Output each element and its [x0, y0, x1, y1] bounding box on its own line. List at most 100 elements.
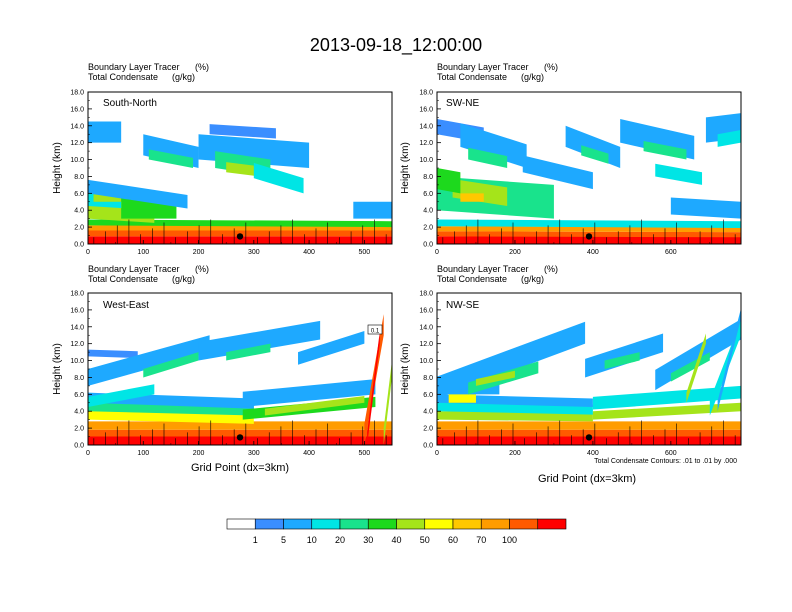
y-tick-label: 6.0: [74, 191, 84, 198]
location-marker: [585, 233, 593, 240]
y-tick-label: 18.0: [419, 291, 433, 298]
colorbar-box: [537, 518, 567, 530]
contour-label: 0.1: [371, 329, 380, 335]
tracer-band: [198, 320, 321, 361]
tracer-band: [253, 162, 304, 194]
x-tick-label: 500: [359, 249, 371, 256]
tracer-band: [353, 201, 392, 219]
x-tick-label: 200: [509, 249, 521, 256]
colorbar-label: 100: [502, 535, 517, 545]
colorbar-box: [339, 518, 369, 530]
y-tick-label: 10.0: [419, 157, 433, 164]
panel-title-left-line1: Boundary Layer Tracer: [437, 264, 529, 274]
x-tick-label: 300: [248, 249, 260, 256]
y-tick-label: 10.0: [70, 358, 84, 365]
contour-label-box: [367, 324, 383, 335]
colorbar-label: 40: [391, 535, 401, 545]
tracer-band: [604, 352, 640, 369]
y-tick-label: 6.0: [74, 392, 84, 399]
x-tick-label: 100: [137, 249, 149, 256]
tracer-band: [522, 155, 593, 190]
plot-frame: [87, 91, 393, 245]
footnote: Total Condensate Contours: .01 to .01 by…: [594, 458, 737, 465]
tracer-field: [88, 92, 392, 244]
tracer-band: [670, 197, 741, 219]
tracer-band: [437, 421, 741, 430]
panel-title-right-line1: (%): [544, 264, 558, 274]
colorbar-box: [480, 518, 510, 530]
colorbar-label: 1: [253, 535, 258, 545]
panel-south-north: Boundary Layer Tracer (%) Total Condensa…: [52, 62, 393, 256]
x-tick-label: 400: [303, 450, 315, 457]
y-tick-label: 8.0: [74, 375, 84, 382]
y-tick-label: 18.0: [419, 90, 433, 97]
panel-title-right-line2: (g/kg): [172, 274, 195, 284]
tracer-band: [717, 130, 741, 147]
tracer-band: [592, 385, 741, 410]
x-tick-label: 200: [193, 249, 205, 256]
tracer-band: [88, 179, 188, 209]
tracer-band: [264, 396, 365, 416]
y-axis-label: Height (km): [400, 142, 411, 194]
x-tick-label: 600: [665, 249, 677, 256]
axis-ticks: 0 100 200 300 400 500 0.0 2.0 4.0 6.0 8.0 10.0 12.0 1…: [70, 90, 393, 256]
y-tick-label: 12.0: [70, 140, 84, 147]
x-tick-label: 500: [359, 450, 371, 457]
panel-title-left-line1: Boundary Layer Tracer: [88, 62, 180, 72]
colorbar: 1 5 10 20 30 40 50 60 70 100: [226, 518, 567, 545]
panel-label: SW-NE: [446, 98, 479, 109]
x-tick-label: 600: [665, 450, 677, 457]
y-tick-label: 2.0: [423, 426, 433, 433]
tracer-band: [226, 343, 271, 361]
tracer-band: [460, 123, 527, 168]
y-tick-label: 14.0: [419, 324, 433, 331]
colorbar-label: 30: [363, 535, 373, 545]
tracer-field: [437, 293, 741, 445]
y-tick-label: 12.0: [419, 140, 433, 147]
y-tick-label: 4.0: [423, 208, 433, 215]
colorbar-box: [226, 518, 256, 530]
y-tick-label: 4.0: [74, 208, 84, 215]
plot-frame: [87, 292, 393, 446]
tracer-band: [437, 168, 461, 194]
panel-west-east: Boundary Layer Tracer (%) Total Condensa…: [52, 264, 393, 474]
y-tick-label: 12.0: [70, 341, 84, 348]
colorbar-box: [424, 518, 454, 530]
colorbar-box: [452, 518, 482, 530]
x-tick-label: 300: [248, 450, 260, 457]
panel-title-right-line1: (%): [195, 62, 209, 72]
tracer-band: [460, 193, 484, 202]
x-tick-label: 0: [86, 450, 90, 457]
panel-title-left-line1: Boundary Layer Tracer: [437, 62, 529, 72]
panel-sw-ne: Boundary Layer Tracer (%) Total Condensa…: [400, 62, 742, 256]
tracer-band: [383, 360, 392, 445]
y-tick-label: 14.0: [70, 324, 84, 331]
colorbar-label: 70: [476, 535, 486, 545]
x-axis-label: Grid Point (dx=3km): [538, 473, 636, 485]
panel-label: South-North: [103, 98, 157, 109]
colorbar-label: 60: [448, 535, 458, 545]
location-marker: [585, 434, 593, 441]
colorbar-label: 20: [335, 535, 345, 545]
tracer-band: [468, 147, 508, 168]
y-tick-label: 0.0: [423, 443, 433, 450]
tracer-band: [717, 308, 741, 412]
tracer-band: [367, 331, 380, 445]
y-axis-label: Height (km): [52, 343, 63, 395]
tracer-band: [643, 140, 687, 160]
x-tick-label: 0: [435, 450, 439, 457]
tracer-band: [242, 379, 376, 407]
colorbar-box: [254, 518, 284, 530]
y-tick-label: 18.0: [70, 90, 84, 97]
y-tick-label: 8.0: [74, 174, 84, 181]
panel-label: West-East: [103, 300, 149, 311]
y-axis-label: Height (km): [52, 142, 63, 194]
y-tick-label: 18.0: [70, 291, 84, 298]
axis-ticks: 0 100 200 300 400 500 0.0 2.0 4.0 6.0 8.0 10.0 12.0 1…: [70, 291, 393, 457]
x-axis-label: Grid Point (dx=3km): [191, 462, 289, 474]
y-tick-label: 2.0: [423, 225, 433, 232]
tracer-band: [437, 321, 586, 399]
panel-title-right-line2: (g/kg): [521, 72, 544, 82]
y-tick-label: 4.0: [423, 409, 433, 416]
